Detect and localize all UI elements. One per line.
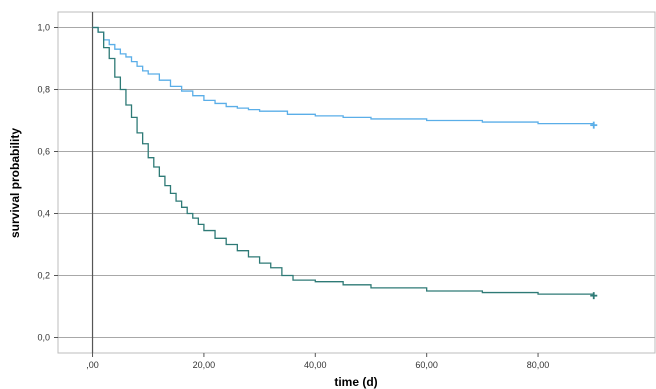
y-tick-label: 0,8 (37, 85, 50, 95)
y-tick-label: 0,2 (37, 271, 50, 281)
x-tick-label: 80,00 (527, 360, 550, 370)
censor-marker-2 (590, 292, 598, 300)
y-axis-title: survival probability (8, 128, 22, 238)
x-tick-label: ,00 (86, 360, 99, 370)
series-line-2 (92, 26, 595, 296)
censor-marker-1 (590, 121, 598, 129)
y-tick-label: 0,4 (37, 209, 50, 219)
y-tick-label: 0,6 (37, 147, 50, 157)
series-line-1 (92, 26, 595, 126)
censor-markers (590, 121, 598, 300)
x-tick-label: 40,00 (304, 360, 327, 370)
x-tick-label: 60,00 (415, 360, 438, 370)
x-tick-labels: ,00 20,00 40,00 60,00 80,00 (86, 360, 549, 370)
gridlines (58, 27, 655, 338)
y-tick-labels: 0,0 0,2 0,4 0,6 0,8 1,0 (37, 23, 50, 343)
y-tick-label: 0,0 (37, 333, 50, 343)
x-axis-title: time (d) (334, 375, 377, 389)
x-tick-label: 20,00 (193, 360, 216, 370)
y-tick-label: 1,0 (37, 23, 50, 33)
plot-area (57, 11, 656, 354)
axes (54, 12, 539, 357)
series-lines (92, 26, 595, 296)
